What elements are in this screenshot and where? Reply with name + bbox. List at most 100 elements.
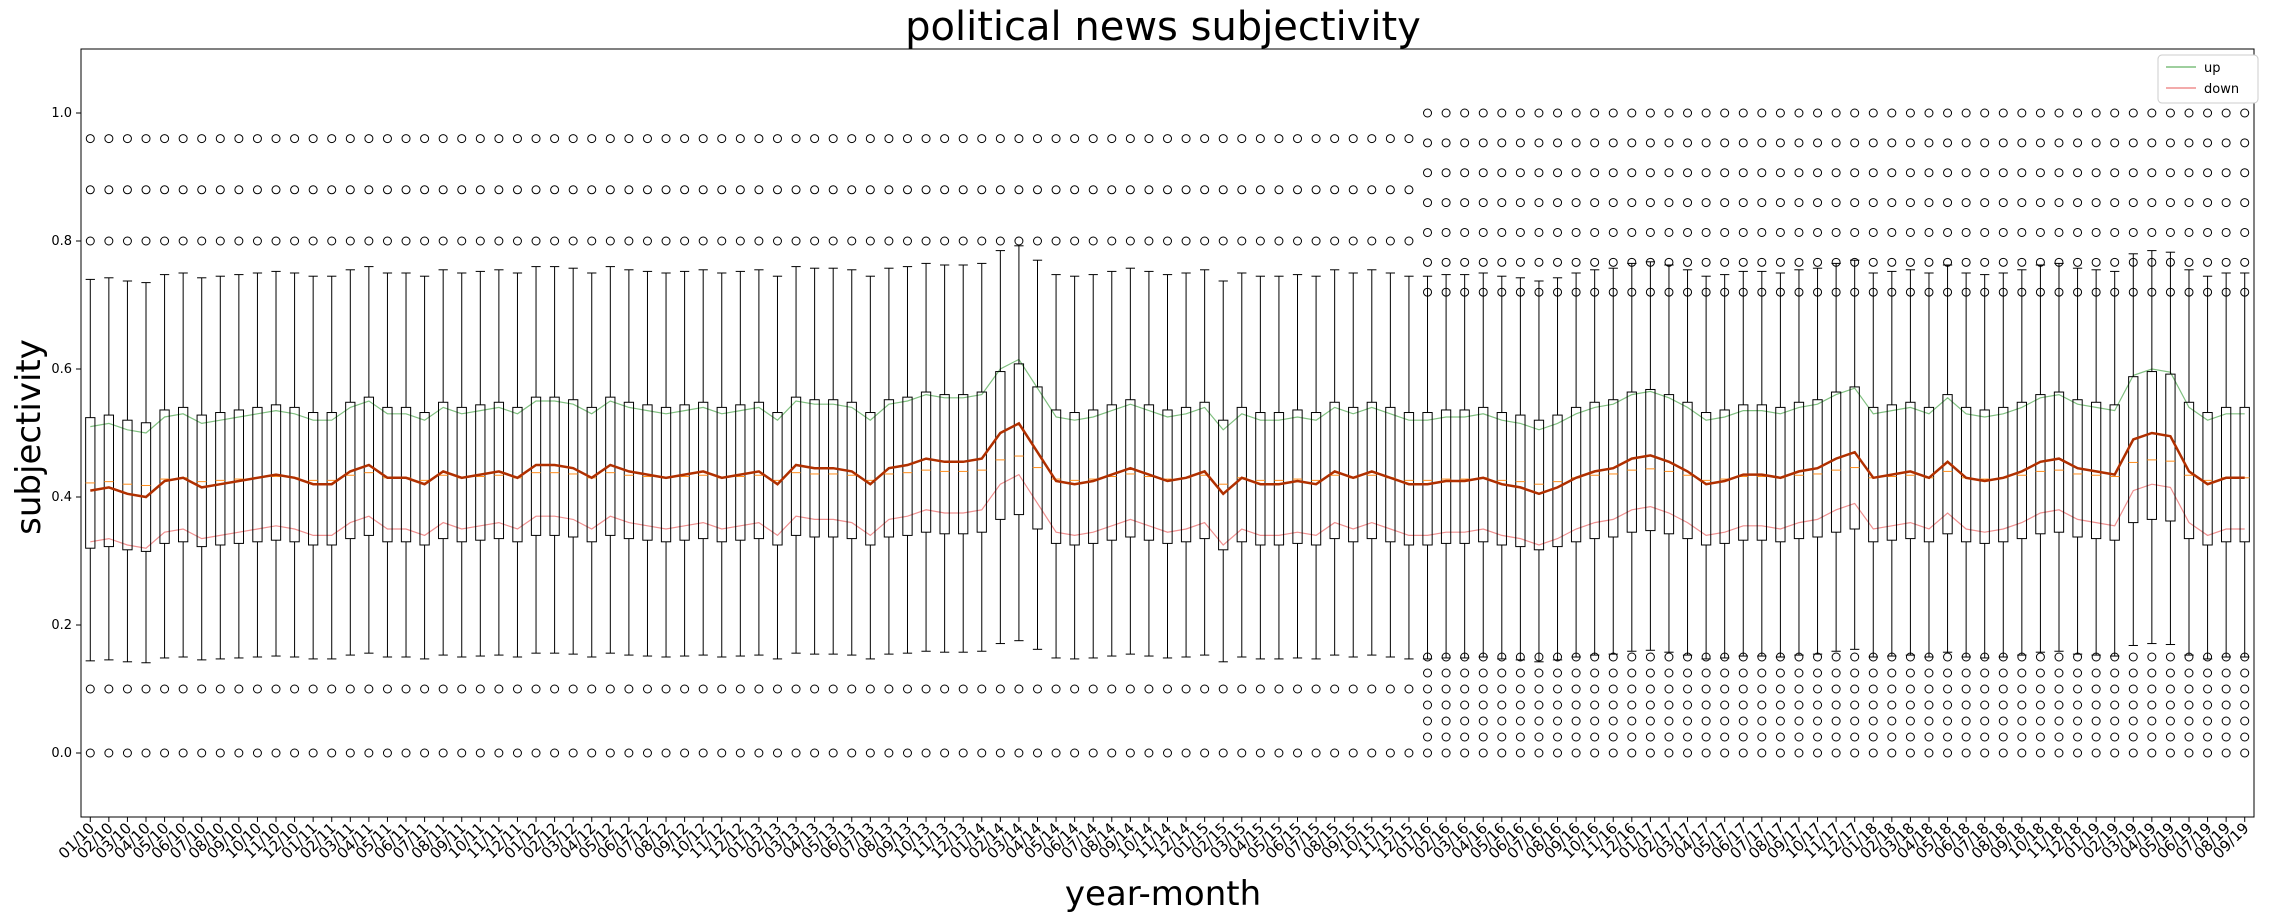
- outlier-point: [1850, 108, 1860, 118]
- outlier-point: [1478, 652, 1488, 662]
- outlier-point: [1330, 748, 1340, 758]
- outlier-point: [1218, 684, 1228, 694]
- outlier-point: [1515, 652, 1525, 662]
- outlier-point: [1478, 684, 1488, 694]
- box-03-10: [122, 134, 133, 758]
- outlier-point: [512, 236, 522, 246]
- outlier-point: [1850, 748, 1860, 758]
- outlier-point: [1924, 227, 1934, 237]
- box-iqr: [400, 406, 412, 543]
- outlier-point: [1850, 732, 1860, 742]
- box-iqr: [1180, 406, 1192, 543]
- outlier-point: [1051, 684, 1061, 694]
- outlier-point: [1645, 748, 1655, 758]
- box-02-13: [772, 134, 783, 758]
- outlier-point: [642, 134, 652, 144]
- outlier-point: [531, 185, 541, 195]
- outlier-point: [2203, 168, 2213, 178]
- outlier-point: [2203, 716, 2213, 726]
- outlier-point: [698, 748, 708, 758]
- outlier-point: [1608, 257, 1618, 267]
- outlier-point: [1590, 716, 1600, 726]
- box-iqr: [252, 406, 263, 543]
- box-iqr: [698, 401, 709, 540]
- outlier-point: [1720, 227, 1730, 237]
- outlier-point: [1998, 108, 2008, 118]
- outlier-point: [1924, 732, 1934, 742]
- outlier-point: [290, 185, 300, 195]
- y-axis: 0.0 0.2 0.4 0.6 0.8 1.0: [51, 106, 81, 761]
- outlier-point: [1813, 198, 1823, 208]
- outlier-point: [1720, 668, 1730, 678]
- outlier-point: [1757, 700, 1767, 710]
- outlier-point: [698, 684, 708, 694]
- outlier-point: [1850, 652, 1860, 662]
- outlier-point: [1850, 168, 1860, 178]
- outlier-point: [2091, 748, 2101, 758]
- outlier-point: [401, 185, 411, 195]
- legend-down-label: down: [2204, 82, 2239, 97]
- outlier-point: [1701, 168, 1711, 178]
- box-iqr: [159, 409, 170, 544]
- outlier-point: [2073, 700, 2083, 710]
- outlier-point: [2221, 684, 2231, 694]
- outlier-point: [1553, 668, 1563, 678]
- outlier-point: [2110, 168, 2120, 178]
- outlier-point: [2017, 748, 2027, 758]
- outlier-point: [1255, 748, 1265, 758]
- outlier-point: [884, 684, 894, 694]
- outlier-point: [624, 236, 634, 246]
- outlier-point: [1534, 716, 1544, 726]
- outlier-point: [1590, 108, 1600, 118]
- outlier-point: [2128, 257, 2138, 267]
- y-tick-label: 1.0: [51, 106, 72, 121]
- outlier-point: [2073, 287, 2083, 297]
- outlier-point: [2184, 198, 2194, 208]
- outlier-point: [178, 748, 188, 758]
- outlier-point: [1683, 684, 1693, 694]
- outlier-point: [1627, 198, 1637, 208]
- y-tick-label: 0.0: [51, 746, 72, 761]
- outlier-point: [1088, 236, 1098, 246]
- outlier-point: [1813, 652, 1823, 662]
- outlier-point: [364, 236, 374, 246]
- outlier-point: [921, 236, 931, 246]
- outlier-point: [1423, 138, 1433, 148]
- outlier-point: [1385, 748, 1395, 758]
- outlier-point: [2035, 716, 2045, 726]
- outlier-point: [1293, 748, 1303, 758]
- outlier-point: [735, 236, 745, 246]
- outlier-point: [698, 134, 708, 144]
- outlier-point: [2073, 138, 2083, 148]
- box-01-13: [753, 134, 765, 758]
- outlier-point: [494, 684, 504, 694]
- outlier-point: [568, 185, 578, 195]
- box-iqr: [1533, 419, 1545, 551]
- outlier-point: [1181, 185, 1191, 195]
- box-iqr: [1292, 409, 1303, 544]
- outlier-point: [1608, 138, 1618, 148]
- outlier-point: [2110, 684, 2120, 694]
- outlier-point: [512, 134, 522, 144]
- outlier-point: [1330, 185, 1340, 195]
- outlier-point: [1868, 287, 1878, 297]
- outlier-point: [1868, 257, 1878, 267]
- outlier-point: [902, 748, 912, 758]
- outlier-point: [2035, 732, 2045, 742]
- outlier-point: [1237, 684, 1247, 694]
- box-iqr: [1440, 409, 1452, 544]
- outlier-point: [828, 748, 838, 758]
- outlier-point: [420, 134, 430, 144]
- outlier-point: [1664, 732, 1674, 742]
- box-01-10: [85, 134, 96, 758]
- outlier-point: [2110, 748, 2120, 758]
- outlier-point: [735, 684, 745, 694]
- outlier-point: [1924, 198, 1934, 208]
- box-iqr: [2165, 373, 2176, 522]
- outlier-point: [1423, 716, 1433, 726]
- outlier-point: [587, 134, 597, 144]
- outlier-point: [382, 684, 392, 694]
- outlier-point: [995, 185, 1005, 195]
- outlier-point: [1478, 716, 1488, 726]
- outlier-point: [1645, 108, 1655, 118]
